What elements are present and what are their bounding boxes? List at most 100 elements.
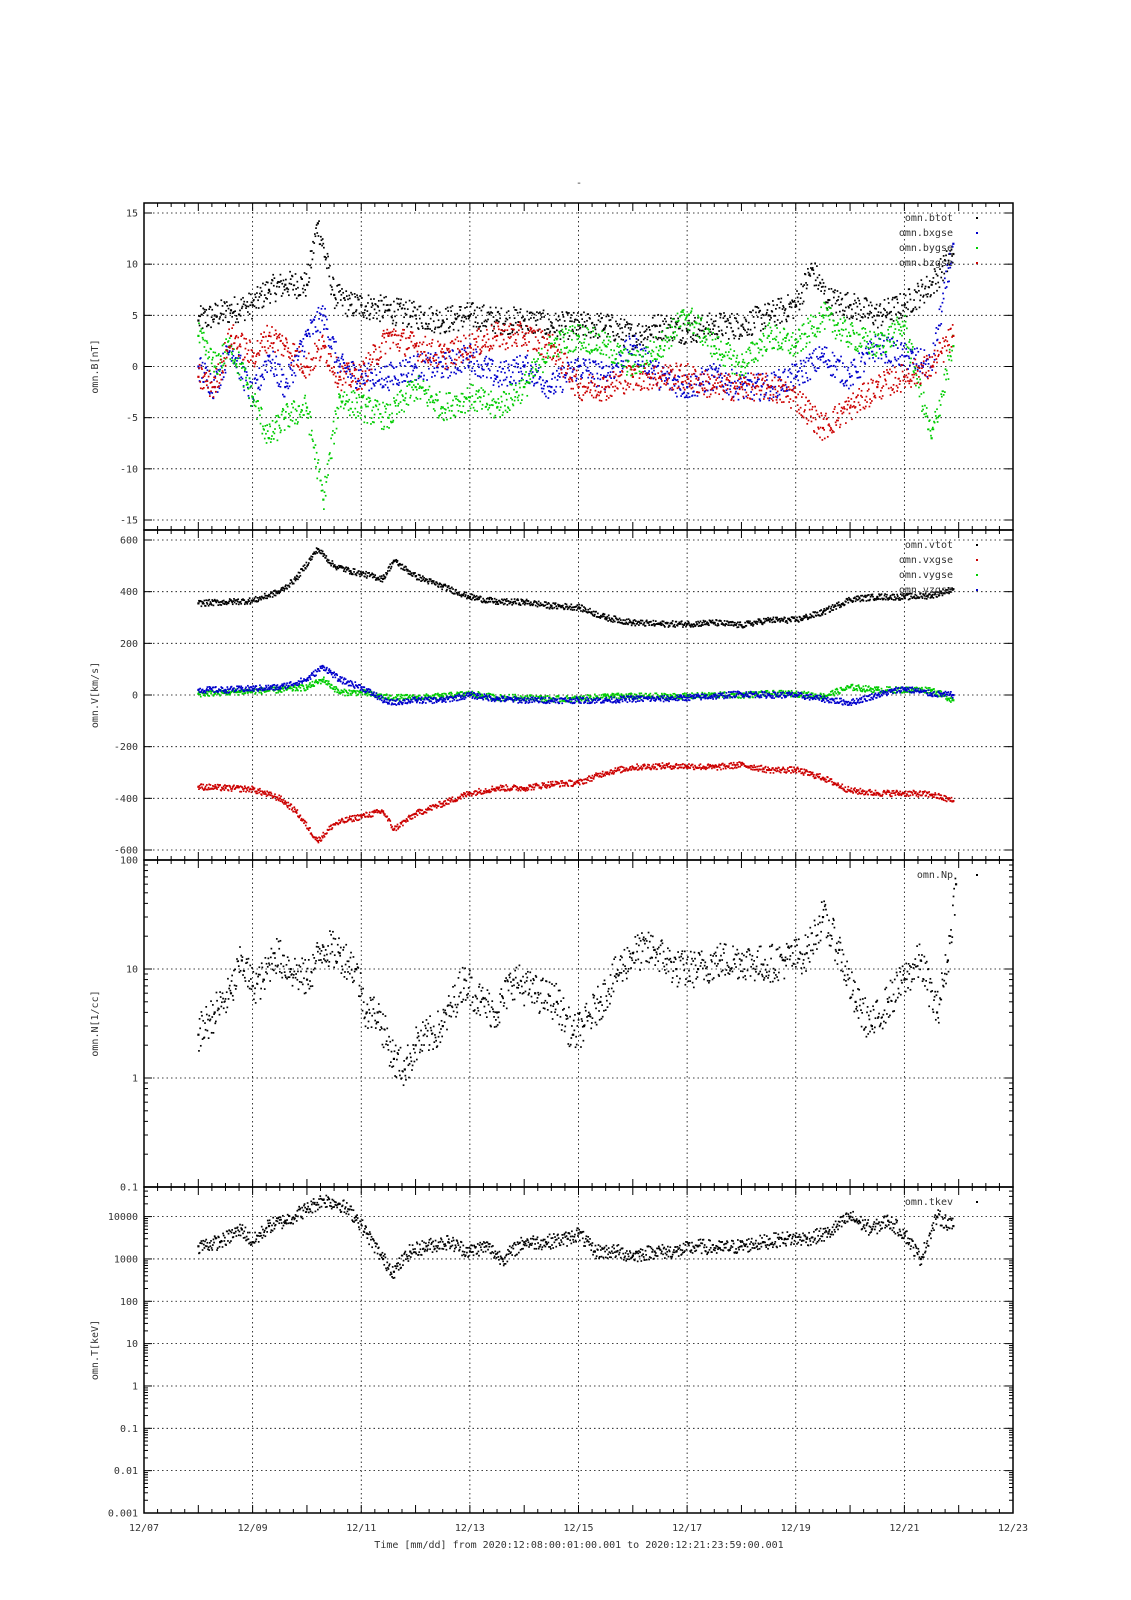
data-point: [739, 381, 742, 384]
data-point: [426, 356, 429, 359]
data-point: [558, 351, 561, 354]
data-point: [834, 406, 836, 408]
data-point: [668, 347, 670, 350]
data-point: [370, 371, 372, 374]
data-point: [313, 319, 316, 321]
data-point: [568, 329, 570, 332]
data-point: [851, 308, 853, 311]
data-point: [319, 356, 322, 359]
data-point: [778, 368, 780, 371]
data-point: [520, 377, 523, 380]
data-point: [866, 340, 868, 343]
data-point: [709, 334, 711, 337]
data-point: [343, 362, 346, 364]
data-point: [294, 374, 297, 377]
data-point: [638, 370, 641, 373]
data-point: [607, 372, 609, 374]
data-point: [497, 381, 500, 384]
data-point: [717, 367, 720, 370]
data-point: [832, 373, 835, 376]
data-point: [320, 235, 322, 238]
data-point: [511, 403, 514, 406]
data-point: [383, 336, 386, 339]
data-point: [406, 347, 409, 350]
data-point: [379, 294, 382, 297]
data-point: [799, 359, 802, 362]
data-point: [348, 297, 351, 300]
data-point: [408, 299, 411, 302]
data-point: [203, 308, 206, 311]
data-point: [613, 375, 616, 378]
data-point: [476, 397, 479, 400]
data-point: [711, 387, 714, 389]
data-point: [505, 360, 507, 362]
data-point: [278, 363, 281, 366]
data-point: [465, 351, 468, 354]
data-point: [321, 484, 323, 486]
data-point: [269, 335, 272, 338]
data-point: [670, 369, 672, 371]
data-point: [823, 292, 826, 295]
data-point: [895, 295, 898, 298]
data-point: [321, 334, 324, 337]
data-point: [591, 381, 594, 384]
data-point: [441, 355, 444, 358]
data-point: [532, 375, 535, 377]
data-point: [789, 301, 792, 304]
data-point: [947, 280, 949, 283]
data-point: [817, 428, 820, 430]
data-point: [751, 333, 754, 335]
data-point: [870, 338, 873, 341]
data-point: [295, 350, 297, 352]
data-point: [697, 316, 700, 319]
data-point: [397, 298, 400, 300]
data-point: [589, 336, 592, 339]
data-point: [484, 325, 486, 327]
data-point: [252, 401, 255, 404]
data-point: [867, 304, 870, 307]
data-point: [646, 373, 649, 375]
data-point: [235, 314, 238, 317]
data-point: [580, 378, 582, 380]
data-point: [810, 314, 812, 317]
data-point: [667, 382, 669, 385]
data-point: [253, 404, 256, 407]
data-point: [835, 424, 838, 426]
data-point: [329, 369, 331, 372]
data-point: [837, 295, 840, 298]
data-point: [218, 322, 220, 325]
data-point: [571, 371, 574, 373]
data-point: [317, 462, 319, 464]
data-point: [374, 368, 377, 371]
data-point: [355, 310, 357, 313]
data-point: [777, 379, 780, 382]
data-point: [744, 376, 747, 378]
data-point: [804, 381, 806, 384]
data-point: [679, 369, 681, 372]
data-point: [495, 306, 497, 309]
data-point: [330, 437, 332, 440]
data-point: [950, 355, 952, 358]
data-point: [654, 373, 657, 376]
data-point: [305, 334, 309, 337]
data-point: [350, 291, 352, 294]
data-point: [749, 398, 752, 400]
data-point: [916, 368, 919, 371]
data-point: [680, 395, 682, 397]
data-point: [692, 372, 695, 375]
data-point: [668, 372, 670, 374]
data-point: [829, 313, 832, 316]
data-point: [549, 321, 552, 323]
data-point: [903, 324, 906, 327]
data-point: [295, 418, 297, 421]
data-point: [574, 318, 577, 321]
data-point: [370, 423, 372, 425]
data-point: [472, 356, 474, 359]
data-point: [716, 377, 719, 379]
data-point: [650, 361, 652, 364]
data-point: [604, 324, 607, 327]
data-point: [533, 329, 535, 332]
data-point: [796, 352, 799, 354]
data-point: [386, 328, 389, 331]
data-point: [481, 346, 483, 349]
